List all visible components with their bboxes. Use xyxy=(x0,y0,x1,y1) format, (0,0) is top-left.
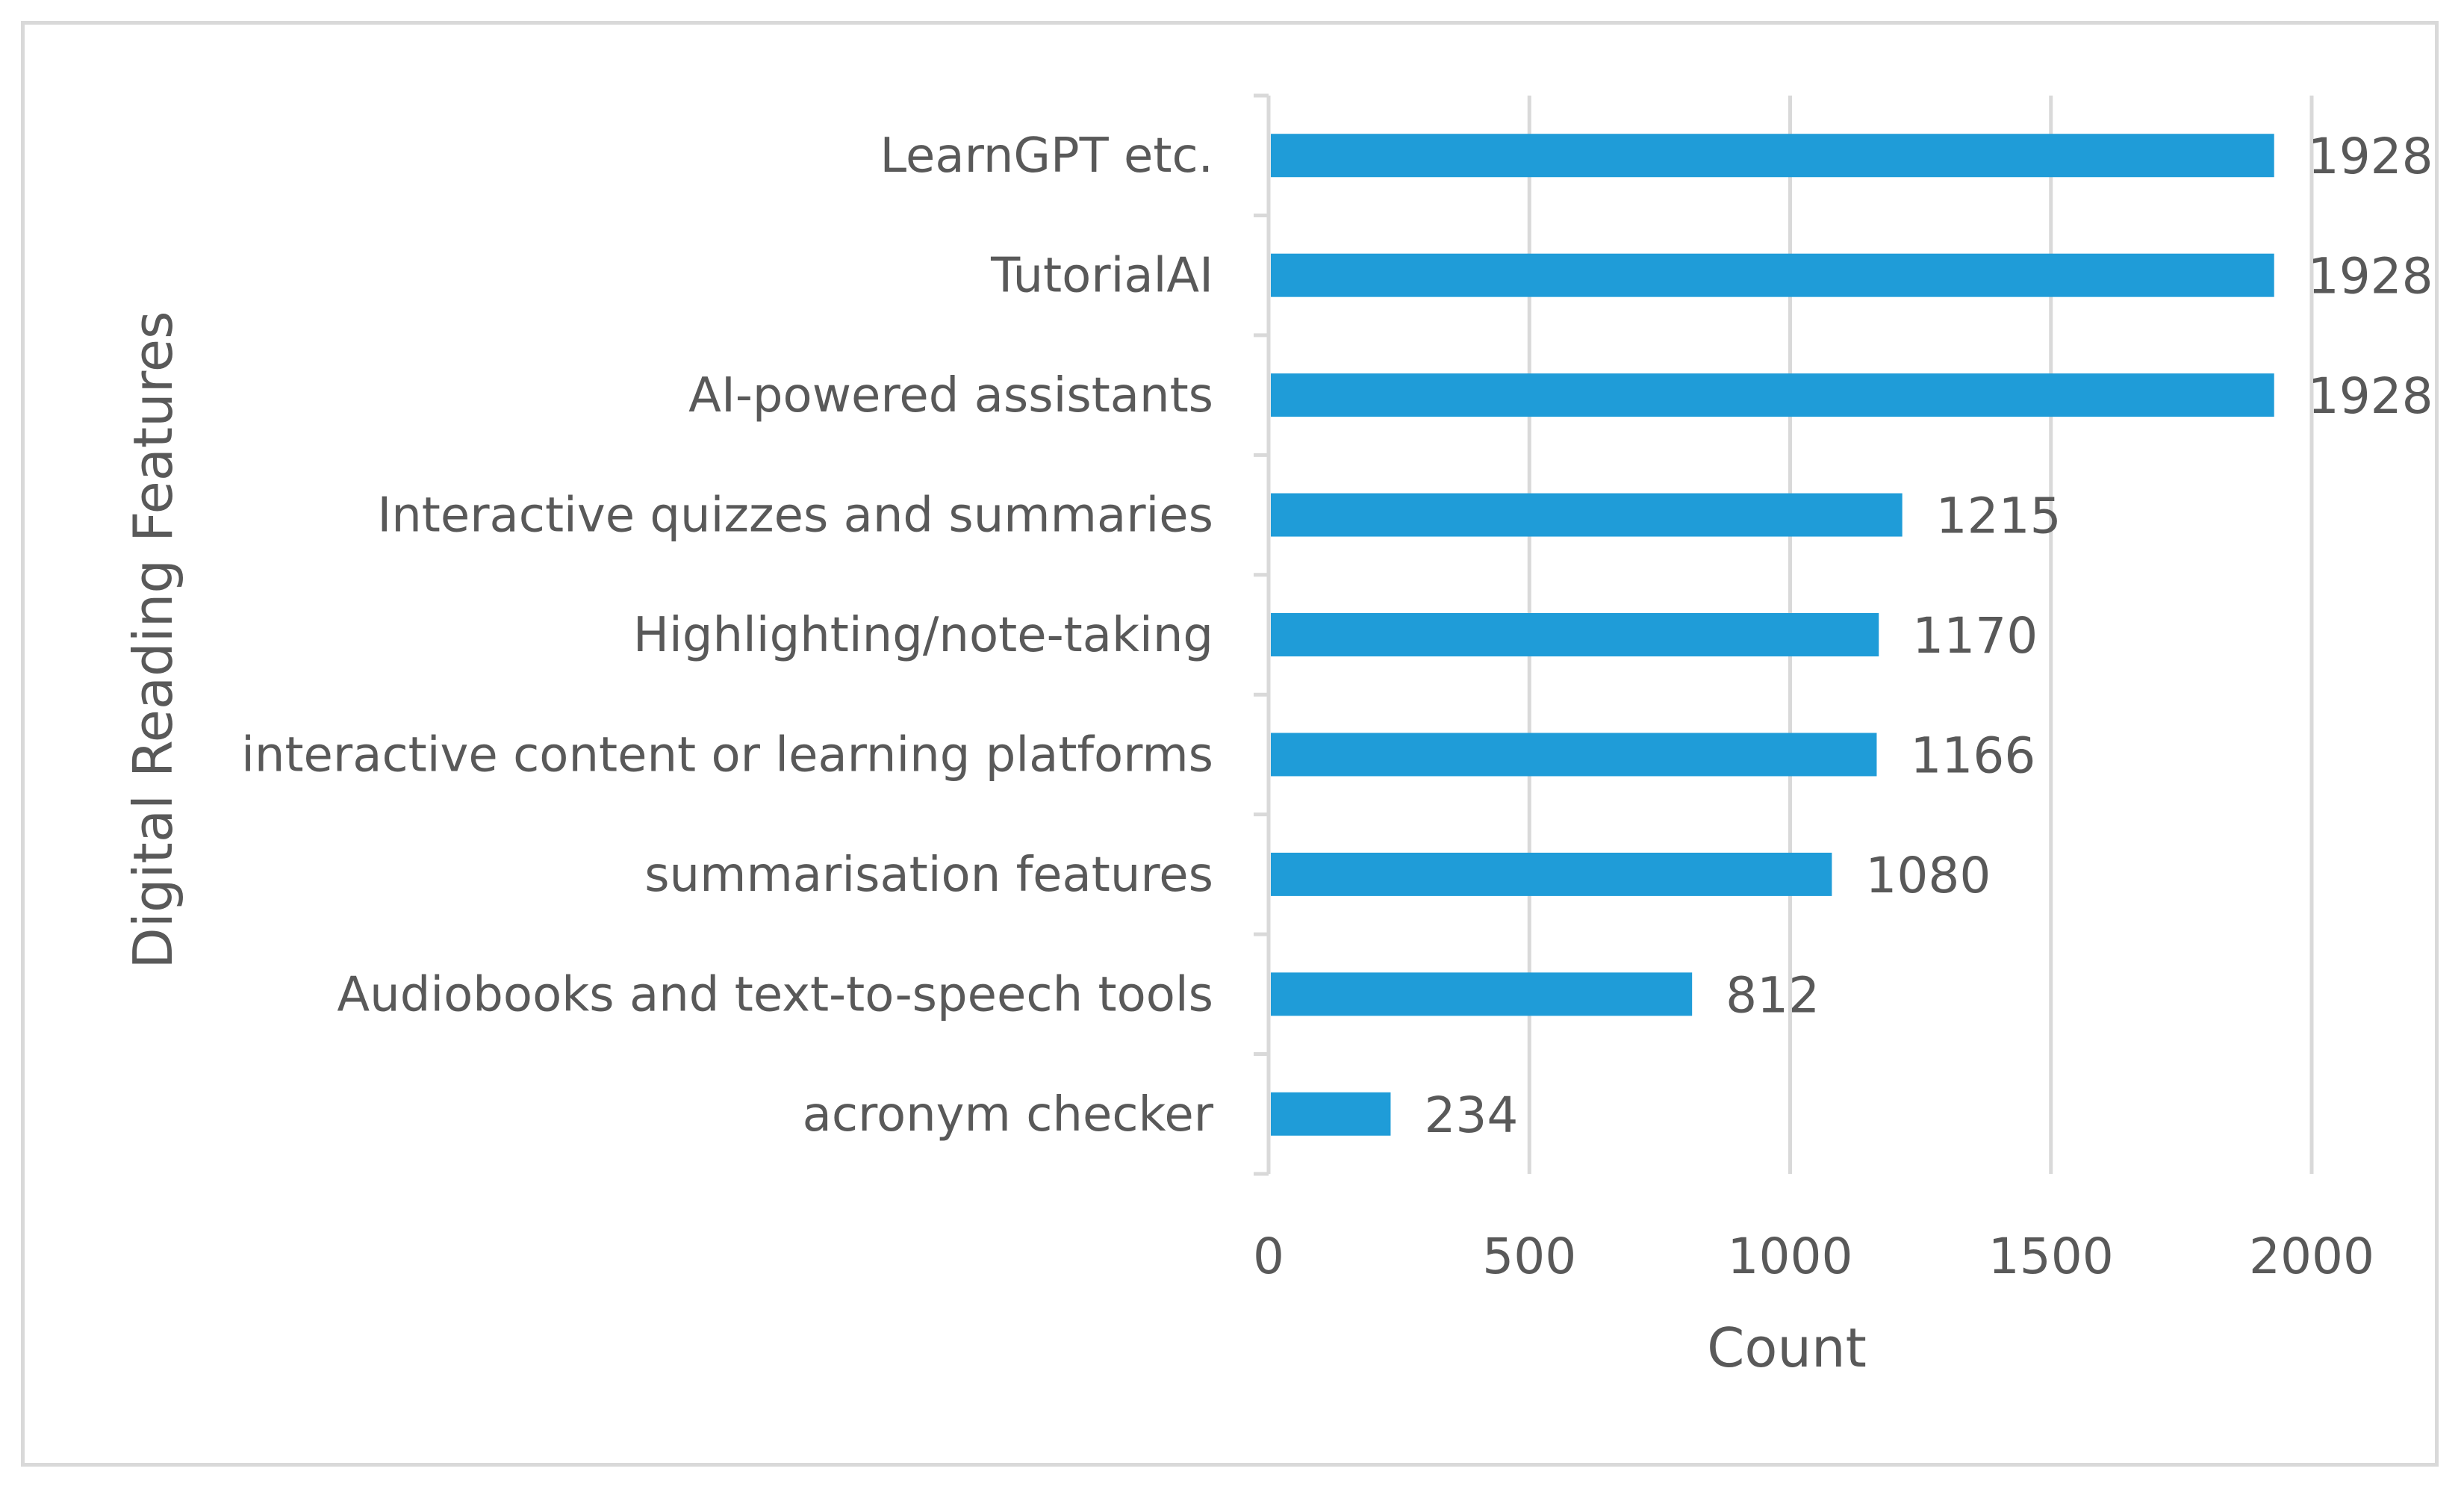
x-tick-label: 0 xyxy=(1253,1228,1284,1285)
x-axis-title: Count xyxy=(1707,1317,1867,1379)
data-label: 234 xyxy=(1424,1087,1518,1144)
bar xyxy=(1271,972,1693,1016)
category-labels: LearnGPT etc. TutorialAI AI-powered assist… xyxy=(241,128,1214,1143)
data-label: 1928 xyxy=(2308,248,2433,305)
data-label: 1080 xyxy=(1865,847,1991,904)
x-tick-labels: 0 500 1000 1500 2000 xyxy=(1253,1228,2374,1285)
category-label: TutorialAI xyxy=(990,249,1213,304)
category-label: LearnGPT etc. xyxy=(880,128,1214,184)
bar xyxy=(1271,134,2274,178)
category-label: acronym checker xyxy=(803,1087,1214,1143)
y-axis-title: Digital Reading Features xyxy=(122,311,184,969)
data-labels: 1928 1928 1928 1215 1170 1166 1080 812 234 xyxy=(1424,128,2433,1144)
category-label: AI-powered assistants xyxy=(688,368,1213,423)
x-tick-label: 500 xyxy=(1482,1228,1576,1285)
bars xyxy=(1271,134,2274,1136)
data-label: 812 xyxy=(1726,966,1820,1024)
category-label: interactive content or learning platform… xyxy=(241,727,1213,783)
bar xyxy=(1271,253,2274,297)
category-axis xyxy=(1254,93,1271,1176)
category-label: summarisation features xyxy=(644,848,1213,903)
category-label: Audiobooks and text-to-speech tools xyxy=(337,967,1213,1022)
bar xyxy=(1271,493,1903,537)
category-label: Highlighting/note-taking xyxy=(633,608,1213,663)
bar xyxy=(1271,373,2274,417)
bar xyxy=(1271,613,1879,656)
data-label: 1928 xyxy=(2308,367,2433,425)
x-tick-label: 1500 xyxy=(1988,1228,2114,1285)
data-label: 1215 xyxy=(1936,488,2062,545)
bar xyxy=(1271,852,1832,896)
data-label: 1166 xyxy=(1910,727,2035,784)
data-label: 1170 xyxy=(1912,607,2038,665)
bar xyxy=(1271,1092,1391,1136)
category-label: Interactive quizzes and summaries xyxy=(377,488,1213,544)
bar xyxy=(1271,733,1877,777)
x-tick-label: 2000 xyxy=(2249,1228,2374,1285)
x-tick-label: 1000 xyxy=(1728,1228,1853,1285)
data-label: 1928 xyxy=(2308,128,2433,185)
